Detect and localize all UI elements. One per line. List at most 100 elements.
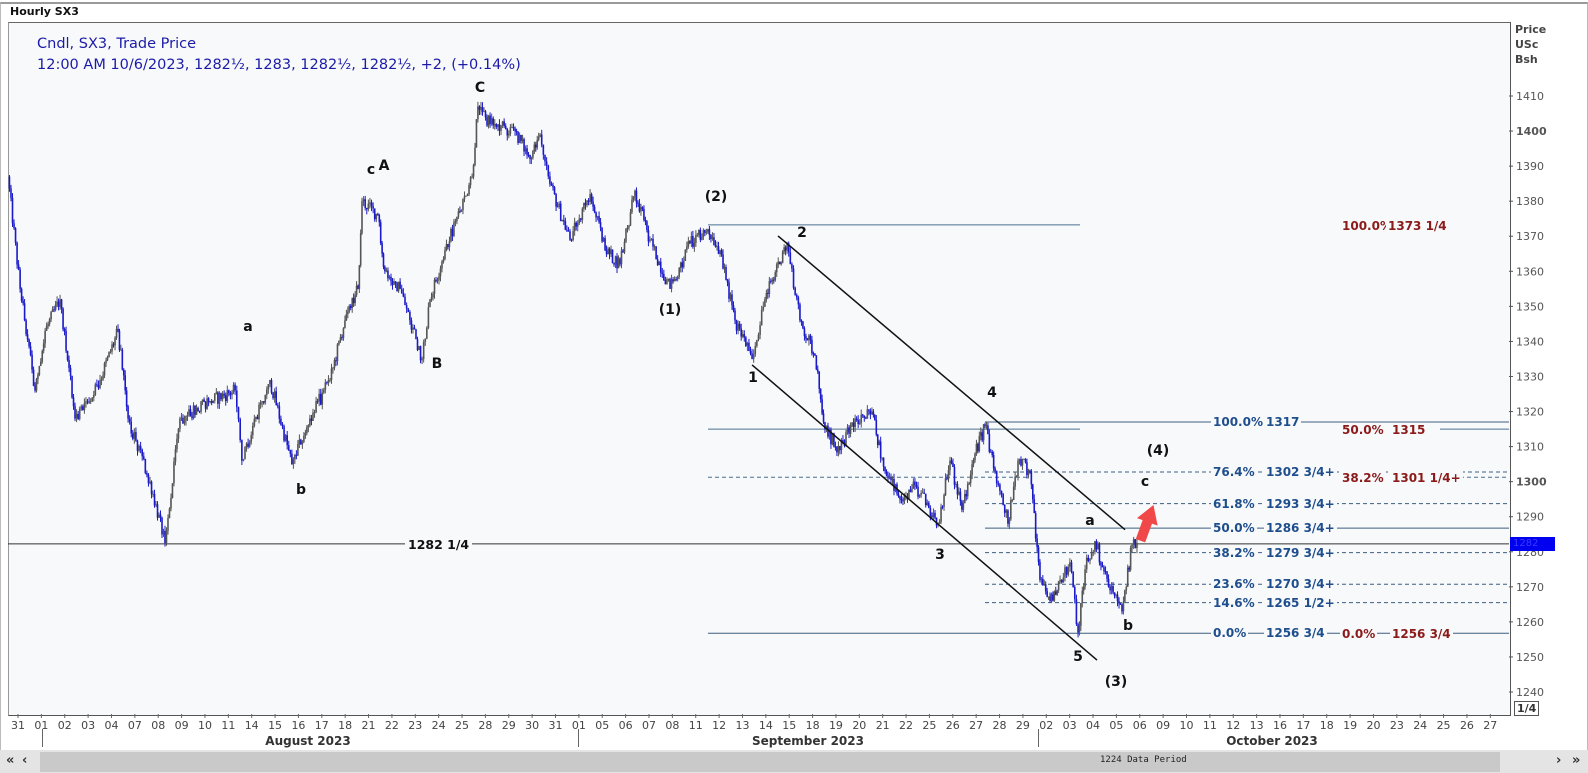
candle (114, 336, 116, 351)
candle (367, 199, 370, 212)
candle (625, 227, 627, 244)
candle-body (117, 328, 119, 331)
candle (194, 405, 196, 418)
candle (555, 192, 557, 212)
scroll-last-button[interactable]: » (1572, 753, 1581, 768)
candle (723, 263, 726, 274)
candle-body (1042, 578, 1044, 585)
candle-body (253, 418, 256, 426)
plot-area[interactable] (8, 22, 1511, 716)
candle (162, 528, 165, 537)
candle (746, 341, 749, 352)
candle (1054, 586, 1057, 596)
candle (486, 114, 488, 128)
candle (975, 439, 978, 456)
candle (641, 206, 644, 212)
candle-body (466, 194, 469, 196)
candle (218, 391, 221, 409)
candle (407, 307, 410, 313)
candle (848, 424, 850, 439)
scroll-prev-button[interactable]: ‹ (22, 753, 28, 768)
candle (1012, 481, 1015, 501)
candle-body (1129, 547, 1132, 570)
candle (1021, 458, 1024, 470)
candle-body (855, 418, 858, 421)
candle (195, 404, 198, 416)
candle (402, 288, 405, 298)
x-tick-label: 10 (198, 719, 212, 732)
candle (809, 333, 812, 344)
candle-body (708, 229, 711, 235)
candle-body (303, 435, 305, 442)
candle-body (752, 354, 755, 359)
candle-body (920, 492, 922, 495)
candle (78, 406, 81, 421)
candle-body (822, 413, 825, 423)
candle (781, 249, 784, 264)
candle (540, 129, 543, 148)
candle (909, 486, 912, 493)
candle (339, 333, 342, 343)
candle-body (422, 342, 425, 359)
candle (533, 141, 536, 155)
candle-body (224, 395, 227, 402)
scroll-first-button[interactable]: « (6, 753, 15, 768)
candle (22, 296, 24, 306)
candle (250, 431, 253, 445)
candle (273, 388, 276, 403)
candle (1116, 591, 1119, 607)
candle (144, 458, 147, 475)
candle-body (323, 389, 325, 393)
candle-body (65, 330, 67, 351)
candle-body (291, 453, 293, 465)
candle (985, 421, 988, 430)
candle (1034, 510, 1037, 543)
candle (650, 238, 653, 241)
candle-body (783, 247, 785, 252)
candle (1029, 469, 1031, 474)
candle-body (433, 279, 436, 294)
candle (394, 281, 397, 289)
candle-body (1094, 541, 1096, 552)
candle (1098, 542, 1101, 566)
candle-body (173, 461, 175, 484)
candle (962, 500, 965, 513)
candle (422, 339, 425, 363)
candle-body (746, 342, 749, 346)
candle-body (757, 334, 760, 340)
fraction-mode-button[interactable]: 1/4 (1514, 701, 1540, 716)
candle (512, 123, 515, 131)
candle (344, 315, 346, 329)
candle (771, 277, 774, 285)
candle-body (115, 328, 118, 338)
candle (266, 386, 268, 400)
candle-body (301, 441, 304, 445)
candle (696, 232, 699, 237)
candle-body (679, 262, 682, 269)
candle (85, 397, 87, 408)
candle (794, 286, 796, 296)
candle-body (768, 281, 771, 294)
candle (503, 118, 505, 128)
candle-body (1124, 590, 1126, 602)
wave-label: 3 (935, 547, 945, 563)
candle (956, 481, 959, 500)
candle (982, 423, 985, 445)
scrollbar-thumb[interactable] (40, 752, 1500, 772)
candle (83, 398, 86, 414)
candle (908, 489, 910, 500)
candle (459, 206, 461, 214)
candle-body (504, 125, 507, 129)
candle (550, 181, 553, 187)
candle (210, 399, 213, 406)
y-tick-label: 1270 (1516, 581, 1544, 594)
candle (720, 248, 723, 257)
candle-body (524, 148, 527, 152)
candle (868, 409, 870, 416)
candle-body (447, 244, 449, 248)
candle-body (748, 342, 750, 351)
candle (1104, 566, 1107, 575)
candle-body (511, 127, 513, 128)
month-label-august: August 2023 (265, 734, 351, 748)
scroll-next-button[interactable]: › (1556, 753, 1562, 768)
